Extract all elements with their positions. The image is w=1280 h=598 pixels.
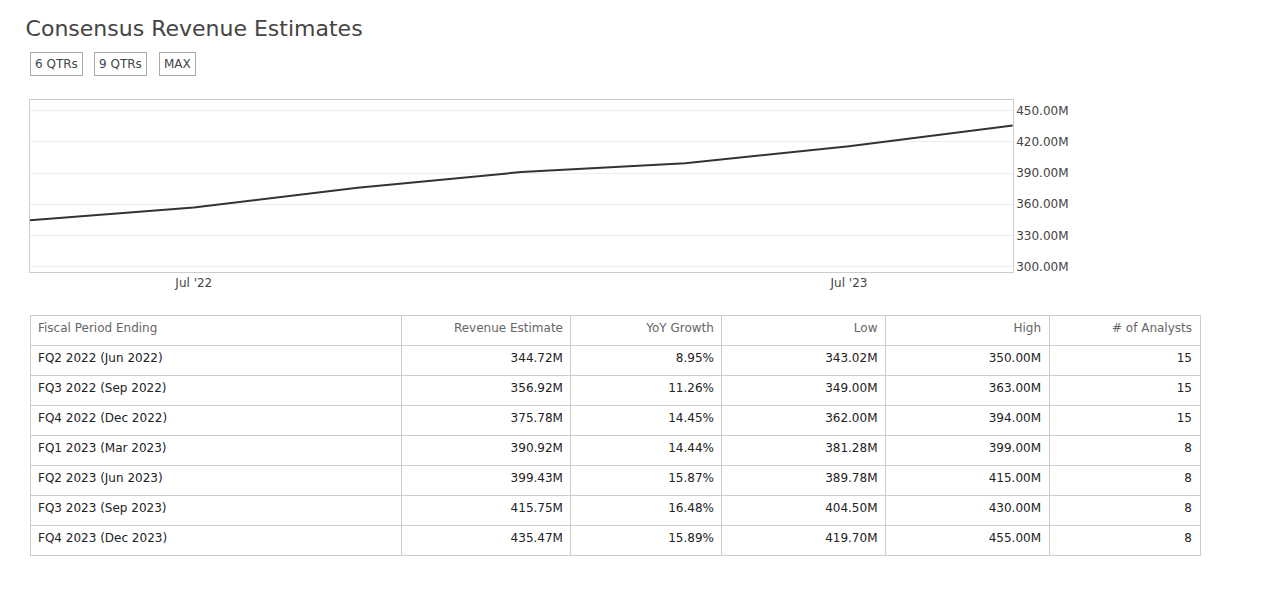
svg-text:Jul '22: Jul '22 (174, 276, 212, 290)
svg-text:11.26%: 11.26% (668, 381, 714, 395)
svg-text:381.28M: 381.28M (825, 441, 877, 455)
svg-text:Consensus Revenue Estimates: Consensus Revenue Estimates (26, 16, 363, 41)
svg-text:16.48%: 16.48% (668, 501, 714, 515)
svg-text:450.00M: 450.00M (1016, 104, 1068, 118)
svg-text:415.00M: 415.00M (989, 471, 1041, 485)
svg-text:435.47M: 435.47M (511, 531, 563, 545)
svg-text:15.89%: 15.89% (668, 531, 714, 545)
svg-text:390.00M: 390.00M (1016, 166, 1068, 180)
svg-text:9 QTRs: 9 QTRs (99, 57, 142, 71)
svg-text:Fiscal Period Ending: Fiscal Period Ending (38, 321, 157, 335)
svg-text:430.00M: 430.00M (989, 501, 1041, 515)
svg-text:FQ3 2023 (Sep 2023): FQ3 2023 (Sep 2023) (38, 501, 166, 515)
svg-text:FQ2 2022 (Jun 2022): FQ2 2022 (Jun 2022) (38, 351, 163, 365)
svg-text:Revenue Estimate: Revenue Estimate (454, 321, 563, 335)
svg-text:363.00M: 363.00M (989, 381, 1041, 395)
svg-text:399.43M: 399.43M (511, 471, 563, 485)
svg-text:349.00M: 349.00M (825, 381, 877, 395)
svg-text:455.00M: 455.00M (989, 531, 1041, 545)
svg-text:344.72M: 344.72M (511, 351, 563, 365)
svg-text:# of Analysts: # of Analysts (1112, 321, 1192, 335)
svg-text:15: 15 (1177, 381, 1192, 395)
svg-text:404.50M: 404.50M (825, 501, 877, 515)
svg-text:FQ1 2023 (Mar 2023): FQ1 2023 (Mar 2023) (38, 441, 167, 455)
svg-text:14.44%: 14.44% (668, 441, 714, 455)
svg-text:362.00M: 362.00M (825, 411, 877, 425)
svg-text:394.00M: 394.00M (989, 411, 1041, 425)
svg-text:330.00M: 330.00M (1016, 229, 1068, 243)
svg-text:15: 15 (1177, 351, 1192, 365)
svg-text:High: High (1013, 321, 1041, 335)
svg-text:FQ4 2022 (Dec 2022): FQ4 2022 (Dec 2022) (38, 411, 167, 425)
svg-text:8: 8 (1184, 501, 1192, 515)
svg-text:15: 15 (1177, 411, 1192, 425)
svg-text:8: 8 (1184, 531, 1192, 545)
svg-text:343.02M: 343.02M (825, 351, 877, 365)
svg-text:420.00M: 420.00M (1016, 135, 1068, 149)
svg-text:419.70M: 419.70M (825, 531, 877, 545)
svg-text:14.45%: 14.45% (668, 411, 714, 425)
svg-text:390.92M: 390.92M (511, 441, 563, 455)
svg-text:8: 8 (1184, 441, 1192, 455)
svg-text:YoY Growth: YoY Growth (645, 321, 714, 335)
svg-text:415.75M: 415.75M (511, 501, 563, 515)
svg-text:Jul '23: Jul '23 (830, 276, 868, 290)
svg-text:FQ2 2023 (Jun 2023): FQ2 2023 (Jun 2023) (38, 471, 163, 485)
svg-text:360.00M: 360.00M (1016, 197, 1068, 211)
svg-text:15.87%: 15.87% (668, 471, 714, 485)
svg-text:6 QTRs: 6 QTRs (35, 57, 78, 71)
svg-text:356.92M: 356.92M (511, 381, 563, 395)
svg-text:399.00M: 399.00M (989, 441, 1041, 455)
svg-text:389.78M: 389.78M (825, 471, 877, 485)
svg-text:375.78M: 375.78M (511, 411, 563, 425)
svg-text:FQ3 2022 (Sep 2022): FQ3 2022 (Sep 2022) (38, 381, 166, 395)
svg-text:Low: Low (854, 321, 878, 335)
svg-text:350.00M: 350.00M (989, 351, 1041, 365)
svg-text:300.00M: 300.00M (1016, 260, 1068, 274)
svg-text:MAX: MAX (164, 57, 191, 71)
svg-text:FQ4 2023 (Dec 2023): FQ4 2023 (Dec 2023) (38, 531, 167, 545)
svg-text:8.95%: 8.95% (676, 351, 714, 365)
svg-text:8: 8 (1184, 471, 1192, 485)
